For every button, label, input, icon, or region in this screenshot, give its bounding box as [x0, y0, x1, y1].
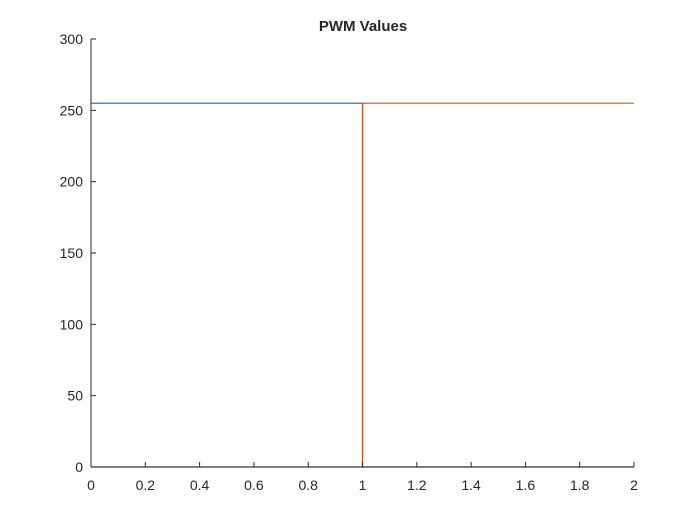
y-tick-label: 50 [67, 388, 83, 404]
y-ticks: 0 50 100 150 200 250 300 [60, 31, 96, 475]
series-layer [91, 102, 634, 468]
x-tick-label: 1 [359, 477, 367, 493]
x-tick-label: 1.4 [461, 477, 481, 493]
y-tick-label: 150 [60, 245, 84, 261]
y-tick-label: 0 [75, 459, 83, 475]
chart-title: PWM Values [319, 18, 407, 35]
series-line-2 [91, 102, 634, 468]
x-tick-label: 1.2 [407, 477, 427, 493]
x-tick-label: 1.8 [570, 477, 590, 493]
x-tick-label: 0.6 [244, 477, 264, 493]
y-tick-label: 200 [60, 174, 84, 190]
x-ticks: 0 0.2 0.4 0.6 0.8 1 1.2 1.4 1.6 1.8 2 [87, 462, 638, 493]
y-tick-label: 250 [60, 102, 84, 118]
x-tick-label: 0.2 [136, 477, 156, 493]
y-tick-label: 300 [60, 31, 84, 47]
x-tick-label: 0.4 [190, 477, 210, 493]
x-tick-label: 0 [87, 477, 95, 493]
x-tick-label: 1.6 [516, 477, 536, 493]
x-tick-label: 0.8 [298, 477, 318, 493]
x-tick-label: 2 [630, 477, 638, 493]
y-tick-label: 100 [60, 316, 84, 332]
